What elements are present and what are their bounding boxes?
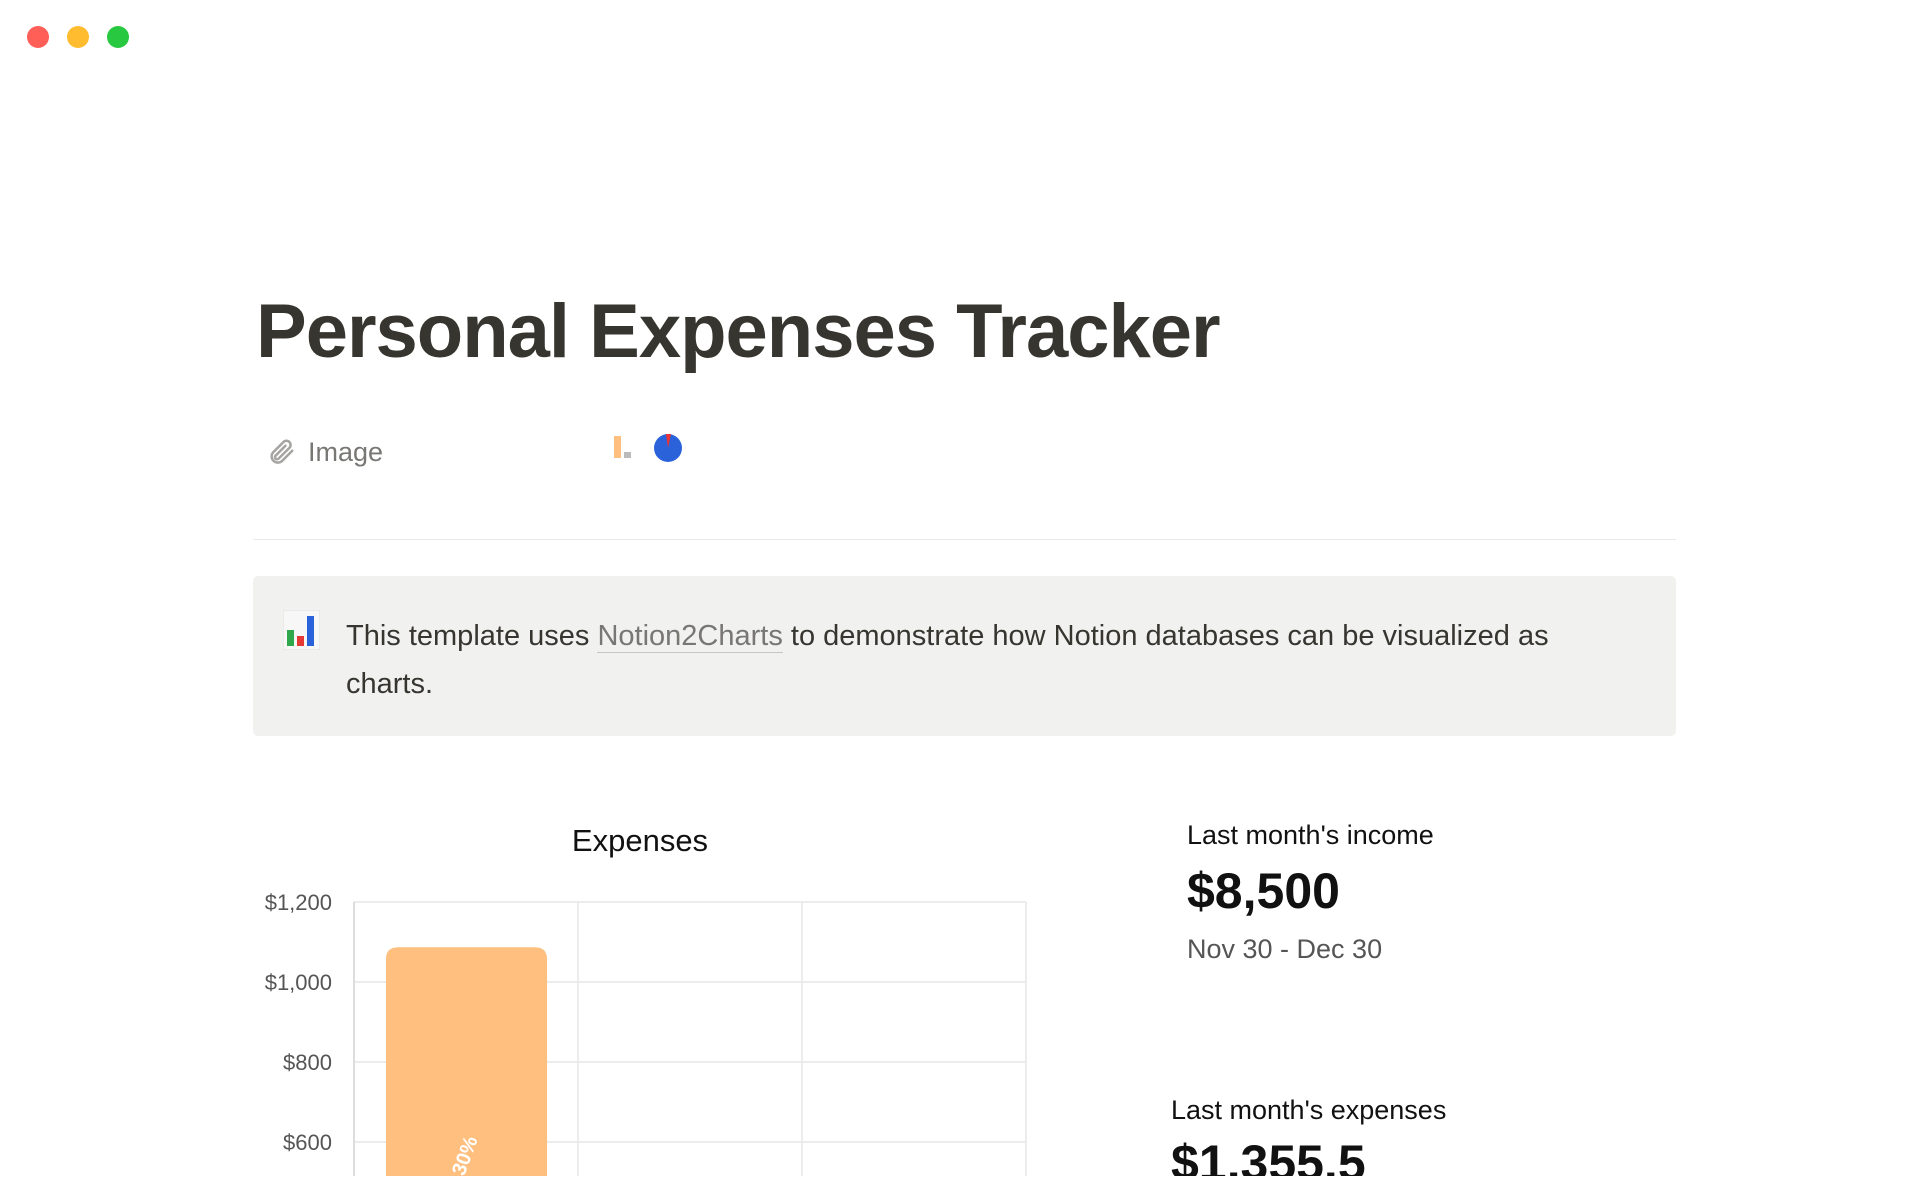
window-zoom-button[interactable]: [107, 26, 129, 48]
image-thumbnail[interactable]: [606, 428, 690, 470]
income-label: Last month's income: [1187, 820, 1434, 850]
income-value: $8,500: [1187, 863, 1340, 919]
expenses-value: $1,355.5: [1171, 1135, 1366, 1176]
property-label: Image: [308, 436, 384, 467]
income-period: Nov 30 - Dec 30: [1187, 934, 1383, 964]
y-tick-label: $1,000: [265, 970, 332, 995]
divider: [253, 539, 1676, 540]
callout-text-start: This template uses: [346, 620, 598, 652]
callout-text: This template uses Notion2Charts to demo…: [346, 612, 1596, 708]
y-tick-label: $1,200: [265, 890, 332, 915]
expenses-label: Last month's expenses: [1171, 1095, 1447, 1125]
y-tick-label: $600: [283, 1130, 332, 1155]
paperclip-icon: [270, 439, 294, 464]
property-image[interactable]: Image: [266, 436, 383, 468]
chart-title: Expenses: [572, 823, 708, 858]
notion2charts-link[interactable]: Notion2Charts: [597, 620, 783, 653]
callout-text-end: to demonstrate how Notion databases can …: [346, 620, 1549, 700]
bar: [386, 947, 547, 1176]
callout: This template uses Notion2Charts to demo…: [253, 576, 1676, 736]
window-close-button[interactable]: [27, 26, 49, 48]
expenses-chart: Expenses $600$800$1,000$1,200 30%: [265, 823, 1027, 1176]
page-title[interactable]: Personal Expenses Tracker: [256, 289, 1221, 374]
y-tick-label: $800: [283, 1050, 332, 1075]
bar-chart-icon: [283, 610, 320, 650]
window-minimize-button[interactable]: [67, 26, 89, 48]
